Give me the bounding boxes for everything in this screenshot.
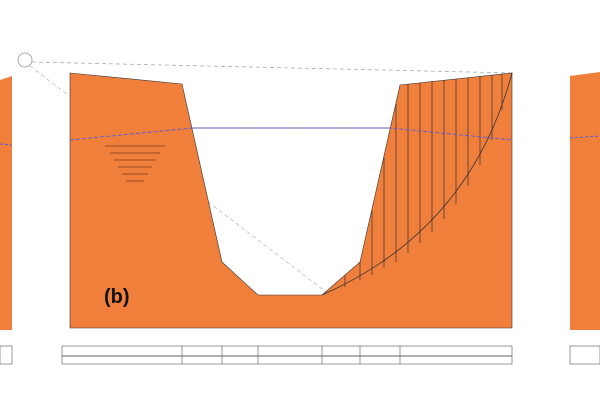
- phreatic-line: [69, 127, 513, 141]
- guide-line: [31, 61, 513, 74]
- water-marks: [105, 145, 165, 182]
- dimension-bar: [0, 345, 600, 365]
- water-line: [0, 143, 13, 146]
- pivot-circle: [17, 52, 33, 68]
- right-panel: [570, 72, 600, 330]
- panel-label: (b): [104, 286, 130, 308]
- water-line: [569, 135, 600, 139]
- slip-surface: [321, 72, 513, 296]
- left-panel: [0, 76, 12, 330]
- slices: [344, 74, 503, 287]
